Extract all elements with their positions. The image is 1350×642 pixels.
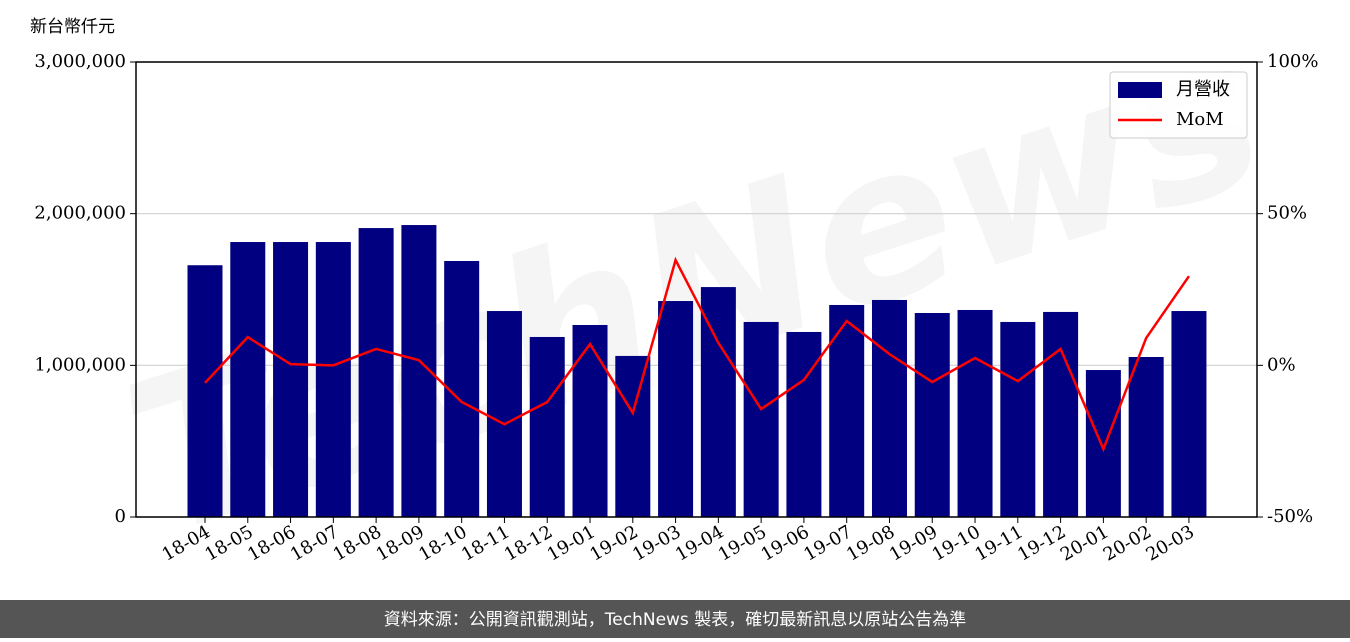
- bar: [187, 265, 223, 517]
- legend-label: 月營收: [1176, 79, 1230, 100]
- bar: [658, 301, 694, 517]
- bar: [1171, 311, 1207, 517]
- bar: [1043, 311, 1079, 517]
- y2-tick-label: 100%: [1267, 51, 1318, 72]
- bar: [529, 336, 565, 517]
- x-tick-label: 18-12: [501, 521, 556, 565]
- x-tick-label: 19-03: [629, 521, 684, 565]
- bar: [486, 311, 522, 517]
- bar: [1128, 356, 1164, 517]
- legend-label: MoM: [1176, 109, 1224, 130]
- x-tick-label: 20-02: [1100, 521, 1155, 565]
- bar: [871, 299, 907, 517]
- y-tick-label: 3,000,000: [34, 51, 126, 72]
- x-tick-label: 19-06: [757, 521, 812, 565]
- x-tick-label: 19-05: [715, 521, 770, 565]
- x-tick-label: 19-11: [971, 521, 1026, 565]
- x-tick-label: 20-03: [1143, 521, 1198, 565]
- y-tick-label: 0: [115, 506, 126, 527]
- x-tick-label: 18-09: [372, 521, 427, 565]
- x-tick-label: 19-04: [672, 521, 727, 565]
- x-tick-label: 19-08: [843, 521, 898, 565]
- bar: [1085, 370, 1121, 517]
- bar: [273, 242, 309, 518]
- y-axis-label: 新台幣仟元: [30, 17, 115, 37]
- y2-tick-label: 0%: [1267, 354, 1296, 375]
- bar: [914, 313, 950, 517]
- bar: [615, 355, 651, 517]
- bar: [358, 228, 394, 517]
- y2-tick-label: 50%: [1267, 203, 1307, 224]
- x-tick-label: 19-10: [929, 521, 984, 565]
- y-tick-label: 1,000,000: [34, 354, 126, 375]
- plot-frame: [135, 61, 1258, 518]
- footer-bar: [0, 600, 1350, 638]
- x-tick-label: 18-10: [415, 521, 470, 565]
- bar: [700, 287, 736, 517]
- bar: [786, 331, 822, 517]
- bar: [572, 324, 608, 517]
- bar: [829, 304, 865, 517]
- bar: [743, 321, 779, 517]
- x-tick-label: 19-12: [1014, 521, 1069, 565]
- bar: [957, 309, 993, 517]
- x-tick-label: 19-01: [544, 521, 599, 565]
- y2-tick-label: -50%: [1267, 506, 1313, 527]
- x-tick-label: 19-07: [800, 521, 855, 565]
- bar: [230, 242, 266, 518]
- bar: [315, 242, 351, 518]
- x-tick-label: 20-01: [1057, 521, 1112, 565]
- y-tick-label: 2,000,000: [34, 203, 126, 224]
- x-tick-label: 18-11: [458, 521, 513, 565]
- bar: [1000, 321, 1036, 517]
- line: [204, 256, 1190, 453]
- footer: 資料來源：公開資訊觀測站，TechNews 製表，確切最新訊息以原站公告為準: [384, 610, 966, 630]
- x-tick-label: 19-02: [586, 521, 641, 565]
- x-tick-label: 19-09: [886, 521, 941, 565]
- legend-swatch: [1118, 82, 1162, 98]
